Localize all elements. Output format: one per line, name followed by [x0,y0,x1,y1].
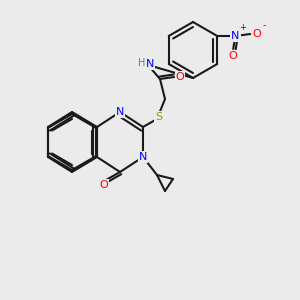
Text: O: O [176,72,184,82]
Text: H: H [138,58,146,68]
Text: N: N [139,152,147,162]
Text: O: O [100,180,108,190]
Text: O: O [253,29,262,39]
Text: N: N [146,59,154,69]
Text: S: S [155,112,163,122]
Text: -: - [262,20,266,30]
Text: N: N [231,31,239,41]
Text: +: + [239,23,246,32]
Text: O: O [229,51,238,61]
Text: N: N [116,107,124,117]
